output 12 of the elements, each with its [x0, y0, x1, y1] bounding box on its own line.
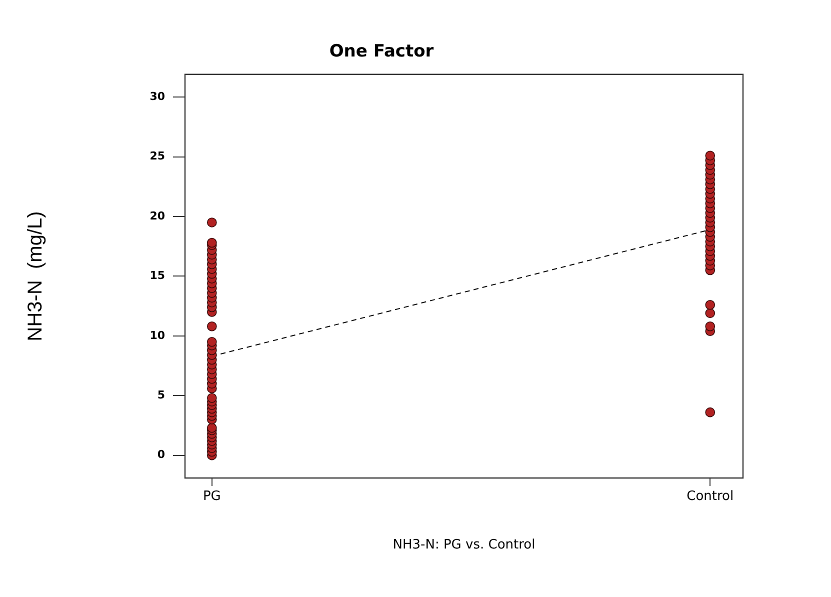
- y-tick-label: 15: [150, 269, 165, 282]
- x-axis-title: NH3-N: PG vs. Control: [392, 538, 536, 553]
- y-tick-label: 25: [150, 150, 165, 163]
- chart-title: One Factor: [329, 42, 434, 62]
- y-tick-label: 20: [150, 209, 166, 222]
- y-tick-label: 10: [150, 328, 166, 342]
- x-tick-label: Control: [686, 489, 734, 504]
- x-tick-label: PG: [202, 489, 221, 504]
- y-tick-label: 30: [150, 90, 166, 103]
- y-axis-title: NH3-N (mg/L): [24, 211, 47, 342]
- y-tick-label: 0: [157, 448, 166, 462]
- y-tick-label: 5: [157, 388, 165, 402]
